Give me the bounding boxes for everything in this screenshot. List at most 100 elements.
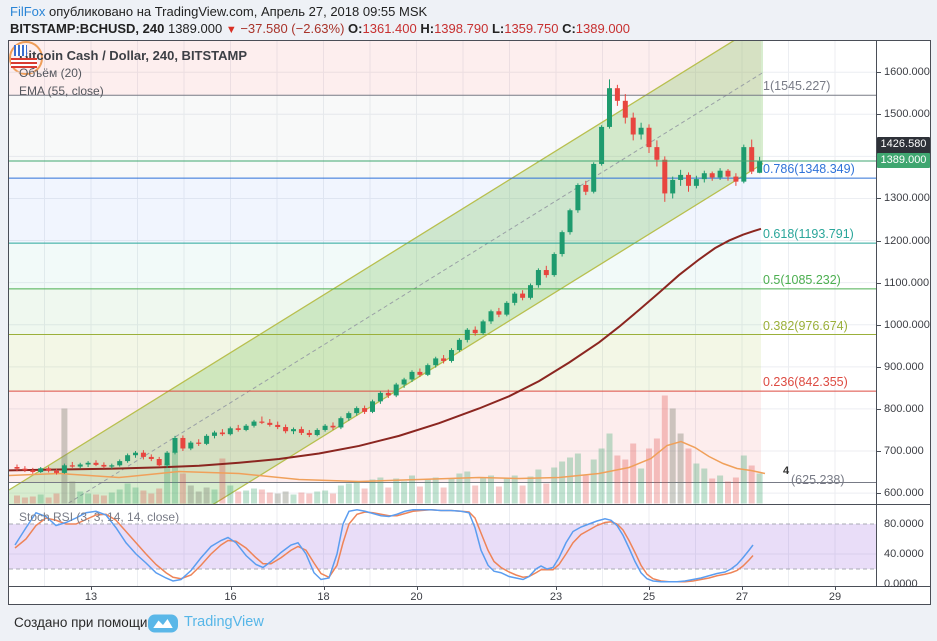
candle-body [156, 459, 162, 466]
volume-bar [156, 488, 163, 504]
volume-bar [495, 486, 502, 504]
candle-body [583, 185, 589, 192]
price-tick-dash [876, 114, 881, 116]
chart-title: Bitcoin Cash / Dollar, 240, BITSTAMP [19, 48, 248, 63]
price-tick[interactable]: 1300.000 [884, 192, 930, 205]
chart-panel[interactable]: Bitcoin Cash / Dollar, 240, BITSTAMP Объ… [8, 40, 931, 605]
tradingview-link[interactable]: TradingView [184, 614, 264, 630]
volume-bar [258, 489, 265, 504]
footer: Создано при помощи TradingView [0, 605, 937, 641]
price-tick[interactable]: 1100.000 [884, 276, 930, 289]
time-tick[interactable]: 23 [549, 591, 563, 603]
volume-bar [322, 490, 329, 504]
candle-body [188, 442, 194, 449]
price-tick[interactable]: 1200.000 [884, 234, 930, 247]
candle-body [741, 147, 747, 182]
avatar-icon[interactable] [9, 41, 43, 75]
volume-bar [622, 459, 629, 504]
candle-body [662, 159, 668, 194]
fib-label: 0.786(1348.349) [763, 162, 855, 177]
open-label: O: [348, 21, 363, 36]
candle-body [283, 427, 289, 432]
price-tick[interactable]: 1500.000 [884, 108, 930, 121]
candle-body [559, 232, 565, 255]
candle-body [125, 455, 131, 462]
candle-body [204, 435, 210, 444]
volume-bar [732, 477, 739, 504]
candle-body [298, 429, 304, 433]
candle-body [646, 127, 652, 148]
candle-body [377, 392, 383, 402]
low-label: L: [491, 21, 505, 36]
time-tick[interactable]: 29 [828, 591, 842, 603]
volume-bar [100, 495, 107, 504]
time-tick[interactable]: 27 [735, 591, 749, 603]
volume-bar [559, 461, 566, 504]
author-link[interactable]: FilFox [10, 4, 46, 19]
candle-body [164, 452, 170, 466]
fib-zone [9, 41, 761, 96]
price-tick[interactable]: 700.000 [884, 445, 924, 457]
stoch-tick[interactable]: 0.0000 [884, 578, 918, 590]
time-tick-dash [835, 586, 836, 590]
time-tick[interactable]: 18 [317, 591, 330, 603]
fib-label: 0.236(842.355) [763, 375, 848, 390]
candle-body [575, 185, 581, 211]
candle-body [670, 179, 676, 194]
volume-bar [519, 485, 526, 504]
volume-bar [653, 438, 660, 504]
high-value: 1398.790 [434, 21, 489, 36]
volume-bar [235, 491, 242, 504]
candle-body [472, 329, 478, 334]
candle-body [354, 408, 360, 414]
candle-body [291, 429, 296, 432]
time-tick[interactable]: 16 [224, 591, 237, 603]
volume-bar [14, 495, 20, 504]
time-tick-dash [323, 586, 325, 590]
candle-body [61, 465, 67, 473]
legend-ema[interactable]: EMA (55, close) [19, 84, 104, 98]
candle-body [599, 126, 605, 164]
time-tick[interactable]: 25 [642, 591, 656, 603]
fib-zone [9, 243, 761, 289]
avatar-badge: 4 [783, 465, 790, 478]
candle-body [235, 428, 241, 430]
price-tick-dash [876, 282, 881, 284]
candle-body [243, 425, 249, 430]
last-price: 1389.000 [167, 21, 223, 36]
publish-text: опубликовано на TradingView.com, Апрель … [45, 4, 428, 19]
volume-bar [211, 489, 218, 504]
stoch-tick[interactable]: 80.0000 [884, 518, 924, 530]
tradingview-logo-icon[interactable] [148, 614, 178, 633]
price-tick[interactable]: 900.000 [884, 360, 924, 373]
time-tick[interactable]: 13 [84, 591, 98, 603]
volume-bar [227, 485, 234, 504]
stoch-rsi-legend[interactable]: Stoch RSI (3, 3, 14, 14, close) [19, 510, 180, 524]
fib-zone [9, 95, 761, 179]
main-price-pane[interactable] [9, 41, 876, 504]
axis-separator [876, 41, 877, 586]
price-tick[interactable]: 1000.000 [884, 318, 930, 331]
volume-bar [187, 485, 194, 504]
stoch-rsi-pane[interactable] [9, 504, 876, 586]
volume-bar [337, 485, 344, 504]
candle-body [757, 161, 763, 173]
time-tick[interactable]: 20 [410, 591, 423, 603]
price-tick[interactable]: 600.000 [884, 487, 924, 500]
price-tick[interactable]: 800.000 [884, 402, 924, 415]
legend-volume[interactable]: Объём (20) [19, 66, 82, 80]
volume-bar [53, 493, 60, 504]
candle-body [678, 174, 684, 180]
volume-bar [377, 477, 384, 504]
candle-body [614, 88, 620, 101]
header: FilFox опубликовано на TradingView.com, … [0, 0, 937, 40]
low-value: 1359.750 [504, 21, 559, 36]
volume-bar [361, 488, 368, 504]
candle-body [409, 371, 415, 380]
close-label: C: [562, 21, 576, 36]
price-tick[interactable]: 1600.000 [884, 66, 930, 79]
stoch-tick[interactable]: 40.0000 [884, 548, 924, 560]
fib-label: 0.618(1193.791) [763, 227, 854, 242]
main-gridlines [9, 41, 876, 504]
volume-bar [290, 494, 297, 504]
